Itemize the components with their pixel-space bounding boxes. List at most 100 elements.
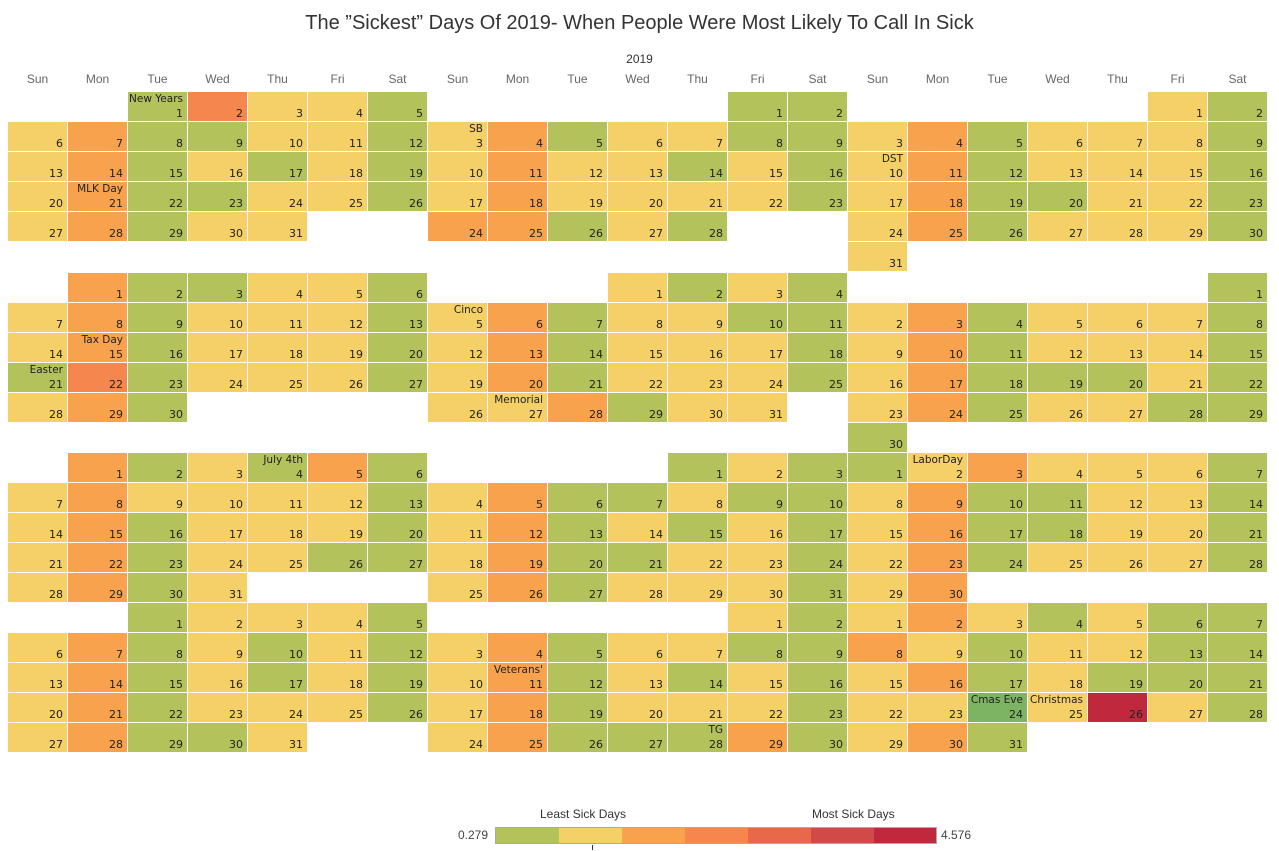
day-cell[interactable]: 26 <box>1028 393 1087 422</box>
day-cell[interactable]: 19 <box>368 152 427 181</box>
day-cell[interactable]: 12 <box>368 633 427 662</box>
day-cell[interactable]: 27 <box>608 723 667 752</box>
day-cell[interactable]: 23 <box>188 182 247 211</box>
day-cell[interactable]: 22 <box>728 693 787 722</box>
day-cell[interactable]: 23 <box>788 693 847 722</box>
day-cell[interactable]: 30 <box>1208 212 1267 241</box>
day-cell[interactable]: 23 <box>1208 182 1267 211</box>
day-cell[interactable]: 5 <box>368 92 427 121</box>
day-cell[interactable]: 21 <box>548 363 607 392</box>
day-cell[interactable]: 25 <box>488 212 547 241</box>
day-cell[interactable]: 3 <box>968 453 1027 482</box>
day-cell[interactable]: 19 <box>308 513 367 542</box>
day-cell[interactable]: 27 <box>368 543 427 572</box>
day-cell[interactable]: 9 <box>848 333 907 362</box>
day-cell[interactable]: 3 <box>428 633 487 662</box>
day-cell[interactable]: 18 <box>428 543 487 572</box>
day-cell[interactable]: 25 Christmas <box>1028 693 1087 722</box>
day-cell[interactable]: 15 <box>728 663 787 692</box>
day-cell[interactable]: 15 <box>728 152 787 181</box>
day-cell[interactable]: 18 <box>788 333 847 362</box>
day-cell[interactable]: 31 <box>248 723 307 752</box>
day-cell[interactable]: 6 <box>608 633 667 662</box>
day-cell[interactable]: 21 Easter <box>8 363 67 392</box>
day-cell[interactable]: 5 Cinco <box>428 303 487 332</box>
day-cell[interactable]: 15 <box>668 513 727 542</box>
day-cell[interactable]: 7 <box>68 122 127 151</box>
day-cell[interactable]: 16 <box>728 513 787 542</box>
day-cell[interactable]: 7 <box>1208 453 1267 482</box>
day-cell[interactable]: 19 <box>308 333 367 362</box>
day-cell[interactable]: 11 <box>1028 483 1087 512</box>
day-cell[interactable]: 10 <box>788 483 847 512</box>
day-cell[interactable]: 17 <box>968 663 1027 692</box>
day-cell[interactable]: 7 <box>8 483 67 512</box>
day-cell[interactable]: 10 <box>968 483 1027 512</box>
day-cell[interactable]: 9 <box>788 633 847 662</box>
day-cell[interactable]: 5 <box>308 273 367 302</box>
day-cell[interactable]: 23 <box>188 693 247 722</box>
day-cell[interactable]: 4 <box>1028 603 1087 632</box>
day-cell[interactable]: 22 <box>68 543 127 572</box>
day-cell[interactable]: 6 <box>8 633 67 662</box>
day-cell[interactable]: 2 <box>848 303 907 332</box>
day-cell[interactable]: 8 <box>128 633 187 662</box>
day-cell[interactable]: 29 <box>848 573 907 602</box>
day-cell[interactable]: 11 <box>1028 633 1087 662</box>
day-cell[interactable]: 6 <box>8 122 67 151</box>
day-cell[interactable]: 26 <box>368 182 427 211</box>
day-cell[interactable]: 24 <box>188 543 247 572</box>
day-cell[interactable]: 3 <box>188 273 247 302</box>
day-cell[interactable]: 8 <box>608 303 667 332</box>
day-cell[interactable]: 15 <box>1148 152 1207 181</box>
day-cell[interactable]: 25 <box>788 363 847 392</box>
day-cell[interactable]: 12 <box>428 333 487 362</box>
day-cell[interactable]: 2 <box>788 92 847 121</box>
day-cell[interactable]: 28 <box>8 393 67 422</box>
day-cell[interactable]: 25 <box>488 723 547 752</box>
day-cell[interactable]: 24 <box>908 393 967 422</box>
day-cell[interactable]: 15 Tax Day <box>68 333 127 362</box>
day-cell[interactable]: 2 <box>188 92 247 121</box>
day-cell[interactable]: 15 <box>608 333 667 362</box>
day-cell[interactable]: 27 <box>1148 543 1207 572</box>
day-cell[interactable]: 4 <box>488 633 547 662</box>
day-cell[interactable]: 16 <box>788 663 847 692</box>
day-cell[interactable]: 20 <box>1088 363 1147 392</box>
day-cell[interactable]: 6 <box>488 303 547 332</box>
day-cell[interactable]: 20 <box>608 693 667 722</box>
day-cell[interactable]: 16 <box>128 513 187 542</box>
day-cell[interactable]: 9 <box>788 122 847 151</box>
day-cell[interactable]: 6 <box>368 273 427 302</box>
day-cell[interactable]: 25 <box>1028 543 1087 572</box>
day-cell[interactable]: 23 <box>128 543 187 572</box>
day-cell[interactable]: 7 <box>1208 603 1267 632</box>
day-cell[interactable]: 27 <box>8 212 67 241</box>
day-cell[interactable]: 22 <box>848 693 907 722</box>
day-cell[interactable]: 14 <box>68 152 127 181</box>
day-cell[interactable]: 9 <box>668 303 727 332</box>
day-cell[interactable]: 8 <box>668 483 727 512</box>
day-cell[interactable]: 6 <box>608 122 667 151</box>
day-cell[interactable]: 10 <box>188 303 247 332</box>
day-cell[interactable]: 23 <box>728 543 787 572</box>
day-cell[interactable]: 22 <box>68 363 127 392</box>
day-cell[interactable]: 3 <box>248 92 307 121</box>
day-cell[interactable]: 15 <box>68 513 127 542</box>
day-cell[interactable]: 22 <box>608 363 667 392</box>
day-cell[interactable]: 7 <box>608 483 667 512</box>
day-cell[interactable]: 30 <box>908 573 967 602</box>
day-cell[interactable]: 4 <box>488 122 547 151</box>
day-cell[interactable]: 18 <box>308 152 367 181</box>
day-cell[interactable]: 7 <box>1148 303 1207 332</box>
day-cell[interactable]: 12 <box>308 483 367 512</box>
day-cell[interactable]: 14 <box>608 513 667 542</box>
day-cell[interactable]: 24 <box>968 543 1027 572</box>
day-cell[interactable]: 17 <box>248 152 307 181</box>
day-cell[interactable]: 16 <box>1208 152 1267 181</box>
day-cell[interactable]: 30 <box>908 723 967 752</box>
day-cell[interactable]: 4 <box>308 603 367 632</box>
day-cell[interactable]: 19 <box>368 663 427 692</box>
day-cell[interactable]: 29 <box>608 393 667 422</box>
day-cell[interactable]: 18 <box>248 333 307 362</box>
